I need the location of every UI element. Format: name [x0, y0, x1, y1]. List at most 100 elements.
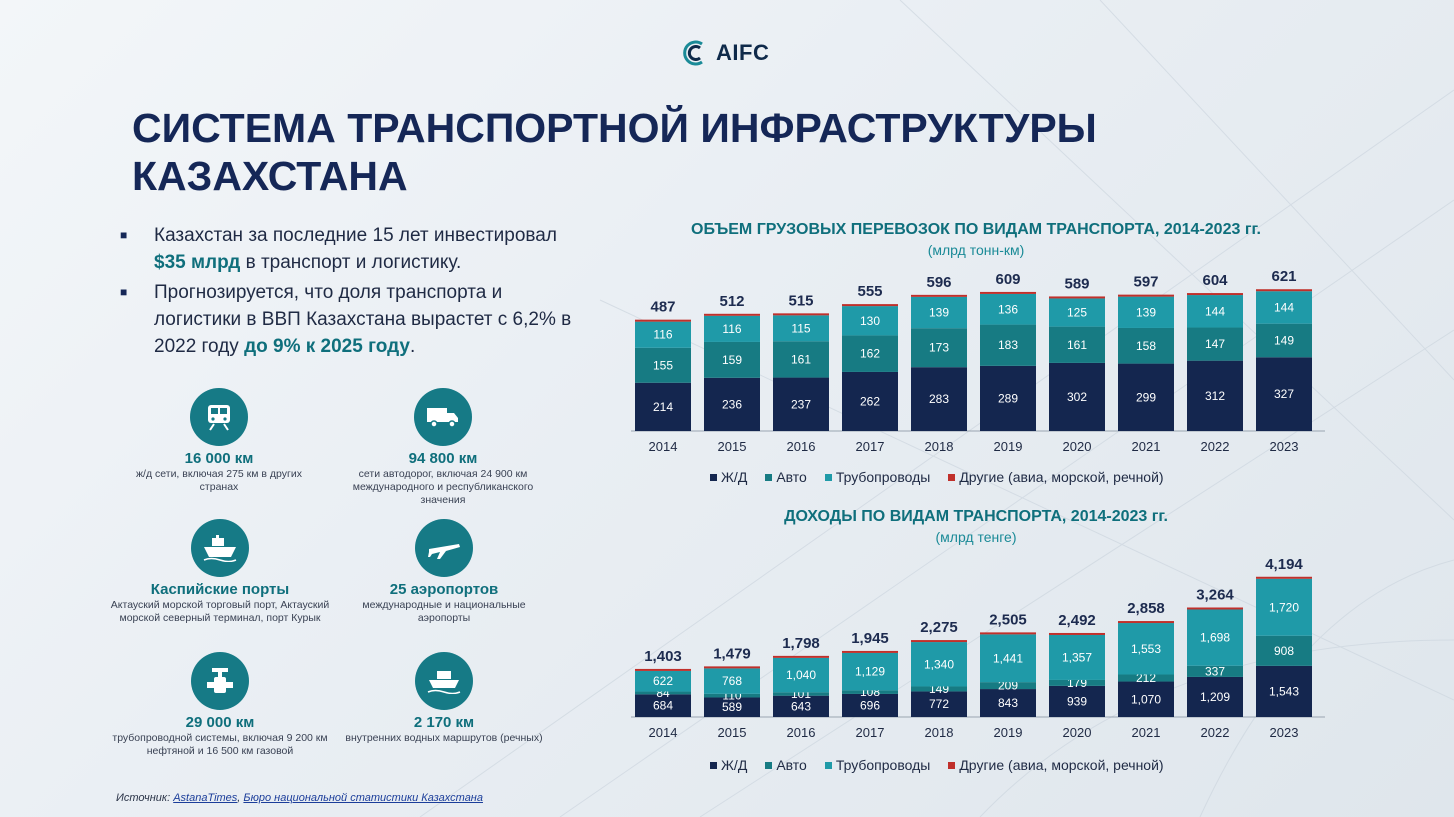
bar-segment [980, 365, 1036, 431]
chart2-subtitle: (млрд тенге) [935, 529, 1017, 545]
total-label: 515 [788, 292, 813, 309]
bullet-item: ■ Прогнозируется, что доля транспорта и … [120, 279, 580, 360]
airplane-icon [415, 519, 473, 577]
bar-segment [911, 296, 967, 329]
chart1-title: ОБЪЕМ ГРУЗОВЫХ ПЕРЕВОЗОК ПО ВИДАМ ТРАНСП… [691, 221, 1261, 238]
bar-segment [1256, 665, 1312, 717]
data-label: 144 [1205, 304, 1225, 318]
ship-icon [191, 519, 249, 577]
bar-segment [1118, 327, 1174, 364]
data-label: 1,129 [855, 665, 885, 679]
data-label: 1,209 [1200, 690, 1230, 704]
bar-segment [635, 670, 691, 692]
bar-segment [1256, 357, 1312, 431]
total-label: 512 [719, 293, 744, 310]
bar-segment [980, 689, 1036, 717]
stat-railway: 16 000 км ж/д сети, включая 275 км в дру… [124, 388, 314, 494]
bar-segment [1049, 296, 1105, 299]
data-label: 302 [1067, 390, 1087, 404]
bar-segment [773, 655, 829, 658]
data-label: 622 [653, 674, 673, 688]
bar-segment [842, 371, 898, 431]
data-label: 155 [653, 358, 673, 372]
legend-swatch [824, 761, 832, 769]
x-tick-label: 2021 [1132, 725, 1161, 740]
x-tick-label: 2020 [1063, 725, 1092, 740]
total-label: 4,194 [1265, 556, 1303, 573]
total-label: 596 [926, 274, 951, 291]
bar-segment [1049, 632, 1105, 635]
x-tick-label: 2023 [1270, 725, 1299, 740]
bar-segment [980, 682, 1036, 690]
bar-segment [1187, 676, 1243, 717]
legend-item-pipe: Трубопроводы [824, 469, 930, 485]
total-label: 597 [1133, 274, 1158, 291]
legend-swatch [824, 473, 832, 481]
chart2-title: ДОХОДЫ ПО ВИДАМ ТРАНСПОРТА, 2014-2023 гг… [784, 508, 1168, 525]
total-label: 555 [857, 283, 882, 300]
bar-segment [1118, 296, 1174, 328]
bullet-text: Казахстан за последние 15 лет инвестиров… [154, 225, 557, 273]
truck-icon [414, 388, 472, 446]
bar-segment [1187, 360, 1243, 431]
bar-segment [704, 668, 760, 694]
data-label: 162 [860, 347, 880, 361]
total-label: 2,275 [920, 619, 958, 636]
x-tick-label: 2021 [1132, 439, 1161, 454]
aifc-logo: AIFC [680, 38, 769, 68]
page-title-line1: СИСТЕМА ТРАНСПОРТНОЙ ИНФРАСТРУКТУРЫ [132, 105, 1097, 151]
bullet-list: ■ Казахстан за последние 15 лет инвестир… [120, 222, 580, 363]
bar-segment [980, 634, 1036, 683]
logo-text: AIFC [716, 40, 770, 65]
legend-swatch [765, 761, 773, 769]
stat-waterways: 2 170 км внутренних водных маршрутов (ре… [344, 652, 544, 745]
total-label: 3,264 [1196, 586, 1234, 603]
data-label: 214 [653, 400, 673, 414]
total-label: 2,858 [1127, 600, 1165, 617]
data-label: 1,340 [924, 657, 954, 671]
bar-segment [842, 690, 898, 694]
source-link-astanatimes[interactable]: AstanaTimes [173, 792, 238, 804]
data-label: 125 [1067, 306, 1087, 320]
chart2-legend: Ж/Д Авто Трубопроводы Другие (авиа, морс… [710, 757, 1164, 773]
data-label: 772 [929, 697, 949, 711]
bar-segment [911, 691, 967, 717]
x-tick-label: 2019 [994, 725, 1023, 740]
bar-segment [911, 642, 967, 687]
total-label: 2,505 [989, 611, 1027, 628]
bar-segment [1256, 635, 1312, 666]
bar-segment [1118, 621, 1174, 624]
data-label: 299 [1136, 390, 1156, 404]
x-tick-label: 2016 [787, 725, 816, 740]
total-label: 1,479 [713, 645, 751, 662]
data-label: 1,357 [1062, 650, 1092, 664]
legend-item-other: Другие (авиа, морской, речной) [948, 757, 1164, 773]
bar-segment [842, 335, 898, 372]
data-label: 283 [929, 392, 949, 406]
total-label: 1,945 [851, 630, 889, 647]
data-label: 159 [722, 353, 742, 367]
data-label: 237 [791, 397, 811, 411]
bullet-item: ■ Казахстан за последние 15 лет инвестир… [120, 222, 580, 276]
x-tick-label: 2023 [1270, 439, 1299, 454]
data-label: 1,543 [1269, 684, 1299, 698]
x-tick-label: 2019 [994, 439, 1023, 454]
legend-item-rail: Ж/Д [710, 469, 747, 485]
total-label: 2,492 [1058, 612, 1096, 629]
data-label: 289 [998, 391, 1018, 405]
source-link-statistics-bureau[interactable]: Бюро национальной статистики Казахстана [243, 792, 483, 804]
data-label: 262 [860, 394, 880, 408]
data-label: 843 [998, 696, 1018, 710]
river-boat-icon [415, 652, 473, 710]
bar-segment [635, 319, 691, 322]
bar-segment [1187, 609, 1243, 666]
legend-swatch [948, 761, 956, 769]
bar-segment [1049, 679, 1105, 686]
x-tick-label: 2022 [1201, 439, 1230, 454]
data-label: 161 [1067, 338, 1087, 352]
data-label: 684 [653, 699, 673, 713]
data-label: 130 [860, 314, 880, 328]
data-label: 327 [1274, 387, 1294, 401]
bar-segment [704, 377, 760, 431]
data-label: 643 [791, 699, 811, 713]
